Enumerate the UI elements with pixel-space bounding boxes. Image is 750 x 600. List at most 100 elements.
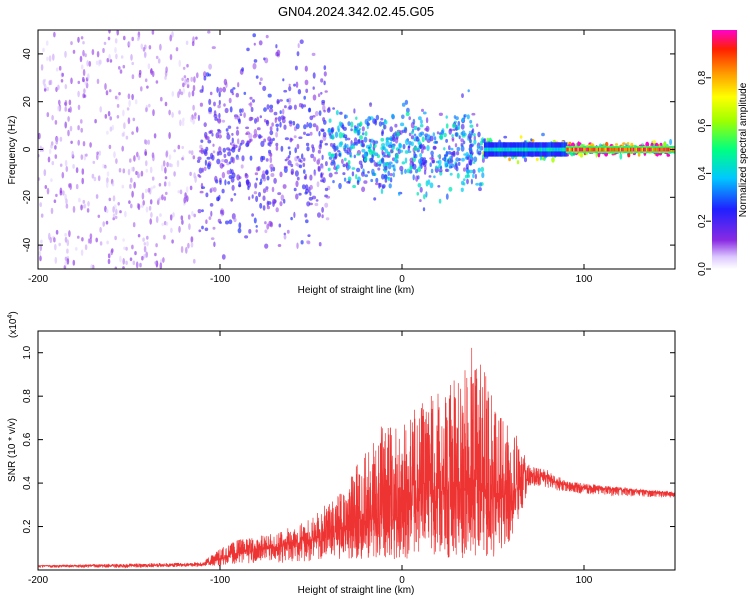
spectrogram-cell	[438, 112, 443, 117]
spectrogram-cell	[258, 135, 263, 139]
spectrogram-cell	[279, 110, 282, 115]
spectrogram-cell	[303, 95, 307, 100]
spectrogram-cell	[346, 137, 351, 141]
spectrogram-cell	[667, 147, 670, 152]
spectrogram-cell	[428, 175, 432, 178]
spectrogram-cell	[343, 147, 346, 152]
spectrogram-cell	[613, 147, 616, 152]
colorbar-tick-label: 0.2	[697, 214, 708, 228]
spectrogram-cell	[168, 132, 171, 139]
spectrogram-cell	[80, 36, 84, 40]
spectrogram-cell	[422, 207, 426, 212]
spectrogram-cell	[68, 99, 72, 106]
spectrogram-cell	[137, 155, 141, 161]
spectrogram-cell	[504, 147, 507, 152]
spectrogram-cell	[451, 137, 455, 141]
spectrogram-cell	[425, 117, 429, 124]
spectrogram-cell	[334, 131, 339, 138]
spectrogram-cell	[287, 160, 292, 166]
spectrogram-cell	[218, 87, 223, 93]
spectrogram-cell	[58, 105, 62, 113]
spectrogram-cell	[320, 91, 323, 95]
spectrogram-cell	[457, 124, 461, 130]
spectrogram-cell	[143, 242, 147, 246]
spectrogram-cell	[338, 182, 342, 190]
spectrogram-cell	[43, 169, 47, 177]
spectrogram-cell	[236, 126, 239, 130]
spectrogram-cell	[178, 59, 181, 67]
spectrogram-cell	[217, 129, 222, 134]
spectrogram-cell	[80, 154, 84, 160]
spectrogram-cell	[597, 147, 600, 152]
spectrogram-cell	[307, 107, 312, 113]
spectrogram-cell	[435, 140, 439, 144]
spectrogram-cell	[212, 143, 215, 147]
spectrogram-cell	[150, 186, 154, 190]
spectrogram-cell	[144, 151, 147, 156]
spectrogram-cell	[107, 36, 111, 41]
spectrogram-cell	[255, 177, 258, 181]
spectrogram-cell	[404, 157, 408, 164]
spectrogram-cell	[317, 93, 321, 98]
spectrogram-cell	[437, 154, 441, 158]
spectrogram-cell	[80, 204, 83, 211]
spectrogram-cell	[164, 101, 168, 107]
spectrogram-cell	[390, 148, 394, 154]
spectrogram-cell	[181, 77, 184, 82]
spectrogram-cell	[605, 141, 609, 147]
spectrogram-cell	[116, 103, 120, 108]
spectrogram-cell	[430, 168, 434, 174]
spectrogram-cell	[419, 153, 422, 158]
spectrogram-cell	[95, 194, 99, 199]
spectrogram-cell	[72, 205, 76, 213]
spectrogram-cell	[286, 156, 290, 161]
spectrogram-cell	[164, 167, 167, 174]
spectrogram-cell	[61, 171, 65, 179]
spectrogram-cell	[254, 133, 259, 137]
spectrogram-cell	[161, 222, 164, 227]
spectrogram-cell	[378, 182, 381, 189]
spectrogram-cell	[391, 134, 395, 141]
spectrogram-cell	[96, 151, 99, 155]
spectrogram-cell	[654, 147, 657, 152]
spectrogram-cell	[122, 266, 125, 269]
spectrogram-cell	[375, 114, 380, 121]
spectrogram-cell	[315, 125, 319, 132]
spectrogram-cell	[72, 49, 76, 54]
spectrogram-cell	[295, 193, 299, 200]
spectrogram-cell	[230, 197, 234, 202]
spectrogram-cell	[394, 137, 399, 144]
spectrogram-cell	[260, 140, 265, 147]
spectrogram-cell	[577, 153, 581, 156]
spectrogram-cell	[64, 256, 68, 261]
spectrogram-cell	[113, 151, 116, 159]
spectrogram-cell	[64, 121, 67, 129]
spectrogram-cell	[401, 129, 406, 133]
spectrogram-cell	[337, 150, 341, 153]
spectrogram-cell	[656, 147, 658, 152]
spectrogram-cell	[448, 162, 452, 169]
spectrogram-cell	[233, 193, 237, 196]
spectrogram-cell	[298, 103, 303, 108]
spectrogram-cell	[54, 154, 58, 159]
spectrogram-cell	[353, 137, 358, 144]
spectrogram-cell	[122, 168, 126, 174]
spectrogram-cell	[429, 182, 434, 189]
spectrogram-cell	[363, 153, 367, 158]
spectrogram-cell	[384, 148, 389, 154]
spectrogram-cell	[65, 166, 69, 172]
spectrogram-cell	[226, 162, 230, 166]
spectrogram-cell	[186, 63, 189, 68]
spectrogram-cell	[494, 147, 496, 152]
spectrogram-cell	[296, 51, 300, 57]
spectrogram-cell	[200, 182, 204, 190]
spectrogram-cell	[304, 213, 308, 218]
spectrogram-cell	[130, 203, 133, 209]
spectrogram-cell	[136, 37, 140, 42]
spectrogram-cell	[263, 57, 266, 61]
spectrogram-cell	[387, 176, 391, 181]
spectrogram-cell	[343, 177, 347, 182]
spectrogram-cell	[115, 53, 118, 60]
spectrogram-cell	[295, 180, 299, 187]
spectrogram-cell	[132, 260, 136, 266]
